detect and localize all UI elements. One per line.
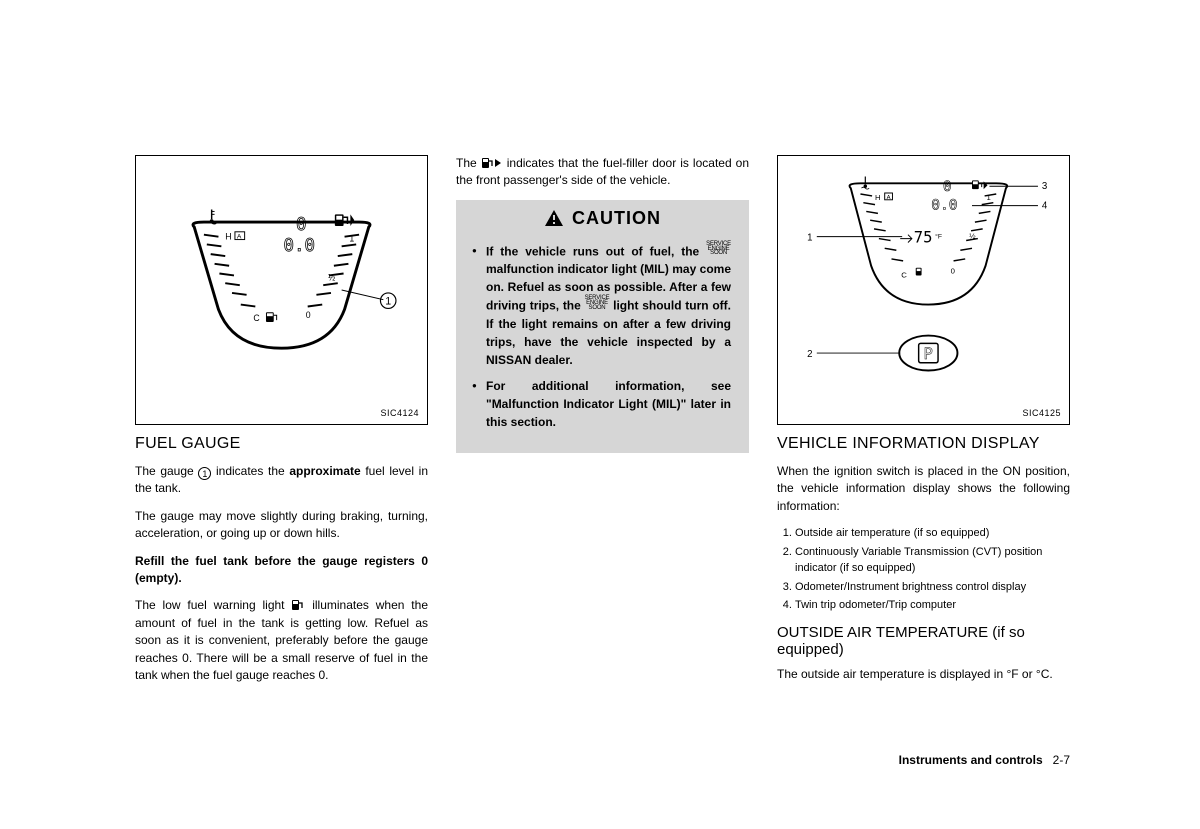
figure-vehicle-info-display: H A C 0 0.0 1 ½ 0 75 °F xyxy=(777,155,1070,425)
svg-text:0: 0 xyxy=(306,310,311,320)
service-engine-icon: SERVICEENGINESOON xyxy=(706,242,731,256)
column-left: H A C 0 0.0 1 ½ 0 xyxy=(135,155,428,694)
svg-text:0: 0 xyxy=(943,178,952,195)
paragraph: When the ignition switch is placed in th… xyxy=(777,463,1070,515)
figure-label: SIC4125 xyxy=(1022,408,1061,418)
paragraph: The indicates that the fuel-filler door … xyxy=(456,155,749,190)
caution-heading: CAUTION xyxy=(456,200,749,242)
svg-text:0: 0 xyxy=(951,267,955,276)
svg-text:75: 75 xyxy=(914,228,933,246)
svg-text:A: A xyxy=(237,234,242,241)
caution-item: If the vehicle runs out of fuel, the SER… xyxy=(486,242,731,369)
list-item: Twin trip odometer/Trip computer xyxy=(795,597,1070,614)
paragraph: The gauge may move slightly during braki… xyxy=(135,508,428,543)
page-footer: Instruments and controls 2-7 xyxy=(899,753,1070,767)
column-right: H A C 0 0.0 1 ½ 0 75 °F xyxy=(777,155,1070,694)
heading-outside-temp: OUTSIDE AIR TEMPERATURE (if so equipped) xyxy=(777,624,1070,658)
paragraph: The low fuel warning light illuminates w… xyxy=(135,597,428,684)
svg-text:C: C xyxy=(901,270,907,279)
svg-text:C: C xyxy=(253,313,259,323)
svg-text:°F: °F xyxy=(935,233,942,241)
svg-text:H: H xyxy=(875,193,881,202)
heading-vehicle-info: VEHICLE INFORMATION DISPLAY xyxy=(777,435,1070,453)
svg-text:H: H xyxy=(225,232,231,242)
info-list: Outside air temperature (if so equipped)… xyxy=(777,525,1070,614)
list-item: Continuously Variable Transmission (CVT)… xyxy=(795,544,1070,577)
paragraph-bold: Refill the fuel tank before the gauge re… xyxy=(135,553,428,588)
paragraph: The gauge 1 indicates the approximate fu… xyxy=(135,463,428,498)
svg-text:0.0: 0.0 xyxy=(283,236,315,256)
svg-text:P: P xyxy=(924,345,933,363)
svg-text:½: ½ xyxy=(969,232,976,241)
svg-text:4: 4 xyxy=(1042,201,1048,212)
warning-triangle-icon xyxy=(544,209,564,232)
paragraph: The outside air temperature is displayed… xyxy=(777,666,1070,683)
caution-box: CAUTION If the vehicle runs out of fuel,… xyxy=(456,200,749,453)
svg-text:0: 0 xyxy=(296,215,307,235)
svg-text:3: 3 xyxy=(1042,181,1047,192)
svg-text:A: A xyxy=(887,195,891,201)
list-item: Odometer/Instrument brightness control d… xyxy=(795,579,1070,596)
callout-1-icon: 1 xyxy=(198,467,211,480)
caution-item: For additional information, see "Malfunc… xyxy=(486,377,731,431)
svg-text:0.0: 0.0 xyxy=(931,196,957,213)
list-item: Outside air temperature (if so equipped) xyxy=(795,525,1070,542)
svg-text:1: 1 xyxy=(349,234,354,244)
figure-fuel-gauge: H A C 0 0.0 1 ½ 0 xyxy=(135,155,428,425)
svg-text:1: 1 xyxy=(987,193,991,202)
svg-text:1: 1 xyxy=(807,233,812,244)
service-engine-icon: SERVICEENGINESOON xyxy=(585,296,610,310)
heading-fuel-gauge: FUEL GAUGE xyxy=(135,435,428,453)
column-middle: The indicates that the fuel-filler door … xyxy=(456,155,749,694)
figure-label: SIC4124 xyxy=(380,408,419,418)
svg-text:2: 2 xyxy=(807,349,812,360)
svg-text:½: ½ xyxy=(328,272,336,282)
fuel-pump-arrow-icon xyxy=(481,157,503,169)
svg-text:1: 1 xyxy=(385,296,391,308)
fuel-pump-icon xyxy=(291,599,305,611)
